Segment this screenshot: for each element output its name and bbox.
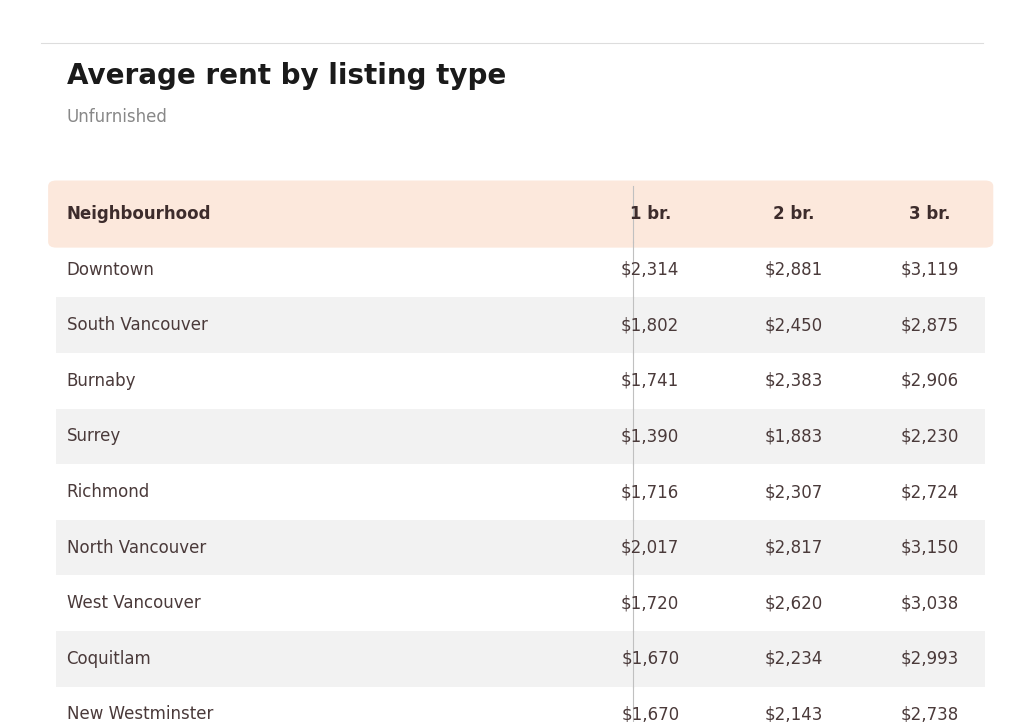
Text: $1,670: $1,670 [622, 650, 679, 668]
Text: $2,993: $2,993 [901, 650, 958, 668]
Text: $2,620: $2,620 [765, 594, 822, 612]
Text: Downtown: Downtown [67, 261, 155, 279]
Text: $3,150: $3,150 [901, 539, 958, 557]
Text: Burnaby: Burnaby [67, 372, 136, 390]
Text: $2,314: $2,314 [621, 261, 680, 279]
Text: $2,230: $2,230 [900, 427, 959, 445]
Text: New Westminster: New Westminster [67, 705, 213, 722]
Text: 2 br.: 2 br. [773, 205, 814, 223]
Text: $1,670: $1,670 [622, 705, 679, 722]
Text: $2,738: $2,738 [901, 705, 958, 722]
Text: Surrey: Surrey [67, 427, 121, 445]
Text: $1,720: $1,720 [622, 594, 679, 612]
Text: Unfurnished: Unfurnished [67, 108, 168, 126]
Text: North Vancouver: North Vancouver [67, 539, 206, 557]
Text: $2,307: $2,307 [765, 483, 822, 501]
Text: $2,724: $2,724 [901, 483, 958, 501]
Text: $1,802: $1,802 [622, 316, 679, 334]
Text: 3 br.: 3 br. [909, 205, 950, 223]
Text: $1,741: $1,741 [622, 372, 679, 390]
Text: $2,143: $2,143 [764, 705, 823, 722]
Text: $2,906: $2,906 [901, 372, 958, 390]
Text: $3,119: $3,119 [900, 261, 959, 279]
Text: $1,883: $1,883 [765, 427, 822, 445]
Text: West Vancouver: West Vancouver [67, 594, 201, 612]
Text: $2,017: $2,017 [622, 539, 679, 557]
Text: $3,038: $3,038 [901, 594, 958, 612]
Text: $1,390: $1,390 [622, 427, 679, 445]
Text: Coquitlam: Coquitlam [67, 650, 152, 668]
Text: $2,234: $2,234 [764, 650, 823, 668]
Text: $2,817: $2,817 [765, 539, 822, 557]
Text: $2,383: $2,383 [764, 372, 823, 390]
Text: 1 br.: 1 br. [630, 205, 671, 223]
Text: Neighbourhood: Neighbourhood [67, 205, 211, 223]
Text: South Vancouver: South Vancouver [67, 316, 208, 334]
Text: $1,716: $1,716 [622, 483, 679, 501]
Text: $2,450: $2,450 [765, 316, 822, 334]
Text: Average rent by listing type: Average rent by listing type [67, 62, 506, 90]
Text: $2,875: $2,875 [901, 316, 958, 334]
Text: $2,881: $2,881 [765, 261, 822, 279]
Text: Richmond: Richmond [67, 483, 150, 501]
